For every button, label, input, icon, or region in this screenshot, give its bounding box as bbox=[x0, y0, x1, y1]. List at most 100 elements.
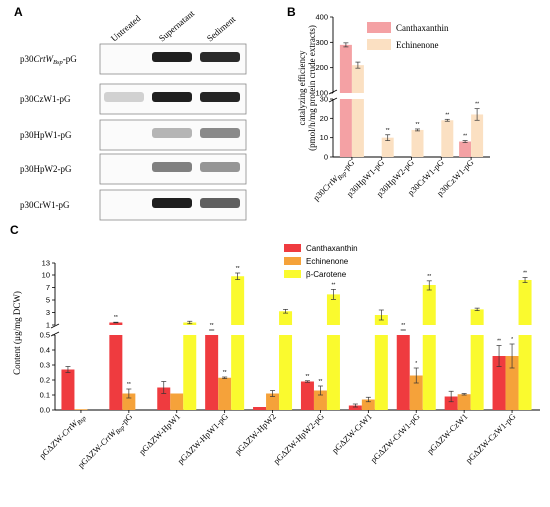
panel-c-legend: Canthaxanthin Echinenone β-Carotene bbox=[284, 244, 358, 279]
bar-canthaxanthin bbox=[157, 387, 171, 410]
blot-band bbox=[152, 128, 192, 138]
y-tick-label: 0.2 bbox=[40, 376, 50, 385]
bar-β-carotene bbox=[326, 335, 340, 410]
bar-β-carotene bbox=[422, 335, 436, 410]
bar-echinenone bbox=[381, 137, 394, 157]
bar-echinenone bbox=[409, 375, 423, 410]
y-tick-label: 0.5 bbox=[40, 331, 50, 340]
blot-band bbox=[200, 52, 240, 62]
y-tick-label: 10 bbox=[320, 133, 328, 142]
bar-canthaxanthin bbox=[348, 405, 362, 410]
y-tick-label: 10 bbox=[42, 271, 50, 280]
bar-β-carotene bbox=[279, 335, 293, 410]
legend-swatch-echinenone bbox=[367, 39, 391, 50]
bar-echinenone bbox=[218, 377, 232, 410]
blot-band bbox=[152, 162, 192, 172]
y-tick-label: 200 bbox=[315, 63, 328, 72]
blot-row-label: p30CzW1-pG bbox=[20, 94, 71, 104]
bar-echinenone bbox=[351, 65, 364, 93]
legend-label-echinenone: Echinenone bbox=[396, 40, 438, 50]
panel-b-letter: B bbox=[287, 5, 296, 19]
x-tick-label: pGΔZW-CrtWBsp bbox=[37, 411, 88, 462]
y-tick-label: 30 bbox=[320, 95, 328, 104]
legend-swatch-echinenone-c bbox=[284, 257, 301, 265]
y-tick-label: 0.0 bbox=[40, 406, 50, 415]
y-tick-label: 5 bbox=[46, 296, 50, 305]
x-tick-label: pGΔZW-CrW1 bbox=[330, 411, 374, 455]
significance-mark: * bbox=[415, 361, 417, 367]
bar-canthaxanthin bbox=[459, 141, 472, 157]
x-tick-label: pGΔZW-CzW1-pG bbox=[463, 411, 517, 465]
blot-band bbox=[104, 92, 144, 102]
blot-column-label: Supernatant bbox=[157, 8, 197, 44]
y-tick-label: 7 bbox=[46, 283, 50, 292]
x-tick-label: pGΔZW-HpW2 bbox=[233, 411, 278, 456]
bar-β-carotene bbox=[326, 294, 340, 325]
bar-β-carotene bbox=[183, 335, 197, 410]
significance-mark: ** bbox=[475, 102, 479, 108]
blot-row-label: p30HpW2-pG bbox=[20, 164, 72, 174]
bar-canthaxanthin bbox=[61, 369, 75, 410]
blot-row-label: p30CrW1-pG bbox=[20, 200, 70, 210]
blot-column-label: Sediment bbox=[205, 14, 238, 44]
y-tick-label: 0.1 bbox=[40, 391, 50, 400]
legend-label-canthaxanthin: Canthaxanthin bbox=[396, 23, 449, 33]
bar-canthaxanthin bbox=[253, 407, 267, 410]
y-axis-title: Content (µg/mg DCW) bbox=[12, 291, 22, 375]
bar-canthaxanthin bbox=[339, 99, 352, 157]
significance-mark: ** bbox=[127, 382, 131, 388]
bar-echinenone bbox=[74, 409, 88, 410]
significance-mark: ** bbox=[386, 128, 390, 134]
y-tick-label: 0.3 bbox=[40, 361, 50, 370]
blot-band bbox=[200, 92, 240, 102]
bar-echinenone bbox=[351, 99, 364, 157]
y-tick-label: 1 bbox=[46, 321, 50, 330]
bar-canthaxanthin bbox=[396, 335, 410, 410]
western-blot-panel: Untreated Supernatant Sediment p30CrtWBsp-p… bbox=[20, 8, 247, 221]
x-tick-label: pGΔZW-HpW1-pG bbox=[175, 411, 230, 466]
significance-mark: ** bbox=[223, 370, 227, 376]
panel-c-letter: C bbox=[10, 223, 19, 237]
significance-mark: ** bbox=[114, 315, 118, 321]
y-tick-label: 20 bbox=[320, 114, 328, 123]
legend-label-canthaxanthin-c: Canthaxanthin bbox=[306, 244, 358, 253]
bar-echinenone bbox=[457, 394, 471, 410]
significance-mark: ** bbox=[497, 339, 501, 345]
x-tick-label: pGΔZW-HpW1 bbox=[137, 411, 182, 456]
bar-echinenone bbox=[313, 390, 327, 410]
y-tick-label: 400 bbox=[315, 13, 328, 22]
significance-mark: ** bbox=[305, 374, 309, 380]
blot-row-label: p30HpW1-pG bbox=[20, 130, 72, 140]
bar-canthaxanthin bbox=[444, 396, 458, 410]
bar-canthaxanthin bbox=[300, 381, 314, 410]
bar-β-carotene bbox=[470, 335, 484, 410]
bar-β-carotene bbox=[279, 311, 293, 325]
blot-band bbox=[200, 198, 240, 208]
significance-mark: ** bbox=[210, 323, 214, 329]
bar-echinenone bbox=[122, 393, 136, 410]
bar-canthaxanthin bbox=[109, 335, 123, 410]
bar-echinenone bbox=[361, 399, 375, 410]
y-tick-label: 3 bbox=[46, 308, 50, 317]
legend-swatch-canthaxanthin-c bbox=[284, 244, 301, 252]
x-tick-label: pGΔZW-CrW1-pG bbox=[368, 411, 421, 464]
axis-break-mark bbox=[328, 97, 338, 103]
x-tick-label: pGΔZW-HpW2-pG bbox=[271, 411, 326, 466]
y-tick-label: 0 bbox=[324, 153, 328, 162]
bar-echinenone bbox=[170, 393, 184, 410]
bar-echinenone bbox=[441, 120, 454, 157]
bar-echinenone bbox=[471, 114, 484, 157]
x-tick-label: pGΔZW-CzW1 bbox=[425, 411, 470, 456]
panel-c-bar-chart: Canthaxanthin Echinenone β-Carotene 1357… bbox=[12, 244, 540, 470]
panel-b-bar-chart: Canthaxanthin Echinenone 100 200 300 400 0 10… bbox=[297, 13, 490, 203]
bar-echinenone bbox=[505, 356, 519, 410]
panel-a-letter: A bbox=[14, 5, 23, 19]
legend-label-beta-carotene-c: β-Carotene bbox=[306, 270, 347, 279]
bar-β-carotene bbox=[374, 335, 388, 410]
y-tick-label: 13 bbox=[42, 259, 50, 268]
bar-canthaxanthin bbox=[109, 322, 123, 325]
bar-echinenone bbox=[411, 129, 424, 157]
significance-mark: ** bbox=[523, 271, 527, 277]
significance-mark: ** bbox=[401, 323, 405, 329]
